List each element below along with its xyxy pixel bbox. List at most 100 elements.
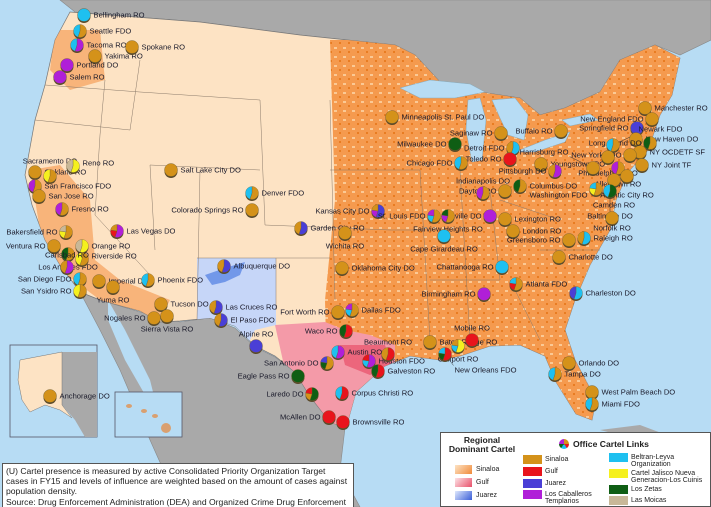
office-pie[interactable] — [513, 179, 527, 195]
office-pie[interactable] — [339, 324, 353, 340]
office-fort-worth-ro[interactable]: Fort Worth RO — [280, 305, 345, 321]
office-pie[interactable] — [92, 274, 106, 290]
office-oklahoma-city-do[interactable]: Oklahoma City DO — [335, 261, 415, 277]
office-pie[interactable] — [607, 173, 621, 189]
office-sacramento-do[interactable]: Sacramento DO — [23, 157, 78, 185]
office-pie[interactable] — [585, 385, 599, 401]
office-pie[interactable] — [633, 145, 647, 161]
office-pie[interactable] — [305, 387, 319, 403]
office-pie[interactable] — [160, 309, 174, 325]
office-atlantic-city-ro[interactable]: Atlantic City RO — [600, 169, 654, 200]
office-pie[interactable] — [548, 164, 562, 180]
office-colorado-springs-ro[interactable]: Colorado Springs RO — [171, 203, 259, 219]
office-pie[interactable] — [60, 260, 74, 276]
office-beaumont-ro[interactable]: Beaumont RO — [364, 338, 412, 363]
office-houston-fdo[interactable]: Houston FDO — [362, 354, 426, 370]
office-pie[interactable] — [586, 161, 600, 177]
office-pie[interactable] — [66, 159, 80, 175]
office-ny-joint-tf[interactable]: NY Joint TF — [635, 158, 692, 174]
office-pie[interactable] — [154, 297, 168, 313]
office-carlsbad-ro[interactable]: Carlsbad RO — [45, 251, 89, 276]
office-denver-fdo[interactable]: Denver FDO — [245, 186, 304, 202]
office-pie[interactable] — [55, 202, 69, 218]
office-pie[interactable] — [294, 221, 308, 237]
office-pie[interactable] — [371, 204, 385, 220]
office-pie[interactable] — [635, 158, 649, 174]
office-pie[interactable] — [562, 233, 576, 249]
office-garden-city-ro[interactable]: Garden City RO — [294, 221, 365, 237]
office-imperial-do[interactable]: Imperial DO — [92, 274, 150, 290]
office-pie[interactable] — [32, 189, 46, 205]
office-pie[interactable] — [53, 70, 67, 86]
office-miami-fdo[interactable]: Miami FDO — [585, 397, 640, 413]
office-pie[interactable] — [245, 186, 259, 202]
office-pie[interactable] — [73, 284, 87, 300]
office-pie[interactable] — [645, 112, 659, 128]
office-pie[interactable] — [552, 250, 566, 266]
office-phoenix-fdo[interactable]: Phoenix FDO — [141, 273, 204, 289]
office-pie[interactable] — [437, 229, 451, 245]
office-pie[interactable] — [214, 313, 228, 329]
office-san-ysidro-ro[interactable]: San Ysidro RO — [21, 284, 87, 300]
office-pittsburgh-do[interactable]: Pittsburgh DO — [499, 164, 562, 180]
office-anchorage-do[interactable]: Anchorage DO — [43, 389, 110, 405]
office-pie[interactable] — [335, 386, 349, 402]
office-pie[interactable] — [59, 225, 73, 241]
office-yakima-ro[interactable]: Yakima RO — [88, 49, 143, 65]
office-pie[interactable] — [110, 224, 124, 240]
office-pie[interactable] — [606, 138, 620, 154]
office-salt-lake-city-do[interactable]: Salt Lake City DO — [164, 163, 241, 179]
office-charleston-do[interactable]: Charleston DO — [569, 286, 636, 302]
office-seattle-fdo[interactable]: Seattle FDO — [73, 24, 132, 40]
office-kansas-city-do[interactable]: Kansas City DO — [315, 204, 385, 220]
office-pie[interactable] — [106, 280, 120, 296]
office-pie[interactable] — [585, 397, 599, 413]
office-pie[interactable] — [164, 163, 178, 179]
office-pie[interactable] — [603, 184, 617, 200]
office-milwaukee-do[interactable]: Milwaukee DO — [397, 137, 462, 153]
office-pie[interactable] — [47, 239, 61, 255]
office-pie[interactable] — [75, 252, 89, 268]
office-greensboro-ro[interactable]: Greensboro RO — [507, 233, 576, 249]
office-louisville-do[interactable]: Louisville DO — [437, 209, 497, 225]
office-las-vegas-do[interactable]: Las Vegas DO — [110, 224, 176, 240]
office-wichita-ro[interactable]: Wichita RO — [326, 226, 364, 251]
office-pie[interactable] — [623, 148, 637, 164]
office-pie[interactable] — [61, 247, 75, 263]
office-riverside-ro[interactable]: Riverside RO — [75, 252, 137, 268]
office-pie[interactable] — [589, 182, 603, 198]
office-orange-ro[interactable]: Orange RO — [75, 239, 131, 255]
office-pie[interactable] — [28, 165, 42, 181]
office-pie[interactable] — [338, 226, 352, 242]
office-fairview-heights-ro[interactable]: Fairview Heights RO — [413, 209, 483, 234]
office-youngstown-ro[interactable]: Youngstown RO — [534, 157, 606, 173]
office-pie[interactable] — [495, 260, 509, 276]
office-newark-fdo[interactable]: Newark FDO — [606, 125, 683, 154]
office-new-england-fdo[interactable]: New England FDO — [580, 112, 659, 128]
office-buffalo-ro[interactable]: Buffalo RO — [515, 124, 568, 140]
office-pie[interactable] — [345, 303, 359, 319]
office-fresno-ro[interactable]: Fresno RO — [55, 202, 109, 218]
office-st-louis-fdo[interactable]: St. Louis FDO — [378, 209, 441, 225]
office-dallas-fdo[interactable]: Dallas FDO — [345, 303, 401, 319]
office-pie[interactable] — [73, 24, 87, 40]
office-pie[interactable] — [483, 209, 497, 225]
office-san-diego-fdo[interactable]: San Diego FDO — [18, 272, 87, 288]
office-pie[interactable] — [605, 211, 619, 227]
office-pie[interactable] — [448, 137, 462, 153]
office-pie[interactable] — [320, 356, 334, 372]
office-pie[interactable] — [509, 277, 523, 293]
office-eagle-pass-ro[interactable]: Eagle Pass RO — [238, 369, 305, 385]
office-new-haven-do[interactable]: New Haven DO — [629, 132, 699, 148]
office-pie[interactable] — [554, 124, 568, 140]
office-bellingham-ro[interactable]: Bellingham RO — [77, 8, 145, 24]
office-las-cruces-ro[interactable]: Las Cruces RO — [209, 300, 278, 316]
office-portland-do[interactable]: Portland DO — [60, 58, 119, 74]
office-norfolk-ro[interactable]: Norfolk RO — [593, 211, 631, 233]
office-london-ro[interactable]: London RO — [506, 224, 562, 240]
office-albuquerque-do[interactable]: Albuquerque DO — [217, 259, 290, 275]
office-pie[interactable] — [548, 367, 562, 383]
office-raleigh-ro[interactable]: Raleigh RO — [577, 231, 633, 247]
office-pie[interactable] — [494, 126, 508, 142]
office-birmingham-ro[interactable]: Birmingham RO — [421, 287, 491, 303]
